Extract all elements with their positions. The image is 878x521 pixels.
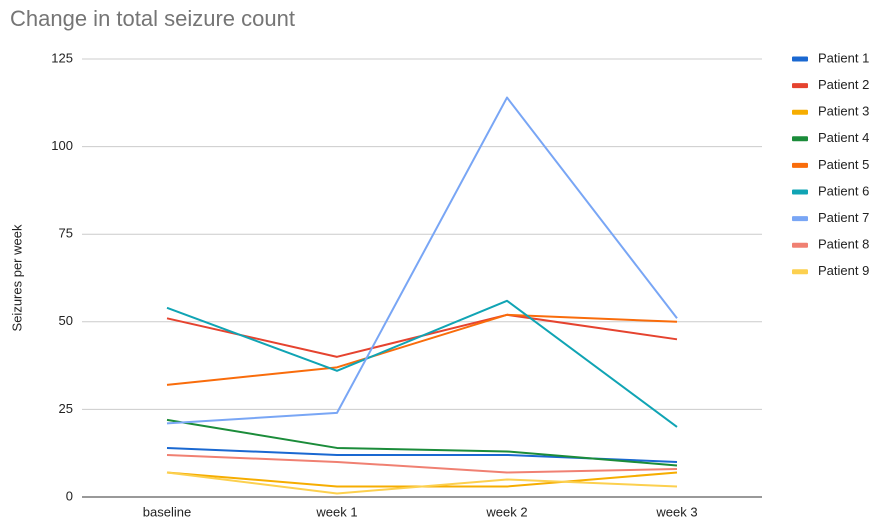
y-axis-label: Seizures per week — [9, 224, 24, 331]
series-line — [166, 96, 678, 425]
chart-title: Change in total seizure count — [10, 6, 295, 31]
legend-label: Patient 4 — [818, 130, 869, 145]
x-tick-label: week 3 — [655, 504, 697, 519]
legend-swatch — [792, 83, 808, 89]
series-line — [166, 299, 678, 428]
x-tick-label: week 2 — [485, 504, 527, 519]
legend-swatch — [792, 136, 808, 142]
legend-label: Patient 2 — [818, 77, 869, 92]
legend-label: Patient 7 — [818, 210, 869, 225]
x-tick-label: week 1 — [315, 504, 357, 519]
y-tick-label: 75 — [59, 226, 73, 241]
legend-swatch — [792, 216, 808, 222]
y-tick-label: 125 — [51, 50, 73, 65]
legend-label: Patient 9 — [818, 263, 869, 278]
legend-label: Patient 8 — [818, 237, 869, 252]
series-line — [166, 313, 678, 386]
legend-swatch — [792, 162, 808, 168]
series-line — [166, 418, 678, 467]
legend-swatch — [792, 269, 808, 275]
x-tick-label: baseline — [143, 504, 191, 519]
legend-swatch — [792, 242, 808, 248]
series-line — [166, 453, 678, 474]
legend-label: Patient 5 — [818, 157, 869, 172]
legend-swatch — [792, 109, 808, 115]
y-tick-label: 0 — [66, 488, 73, 503]
y-tick-label: 25 — [59, 401, 73, 416]
y-tick-label: 50 — [59, 313, 73, 328]
series-line — [166, 471, 678, 495]
legend-label: Patient 3 — [818, 104, 869, 119]
y-tick-label: 100 — [51, 138, 73, 153]
legend-label: Patient 6 — [818, 183, 869, 198]
legend-swatch — [792, 56, 808, 62]
legend-label: Patient 1 — [818, 50, 869, 65]
series-line — [166, 471, 678, 488]
legend-swatch — [792, 189, 808, 195]
